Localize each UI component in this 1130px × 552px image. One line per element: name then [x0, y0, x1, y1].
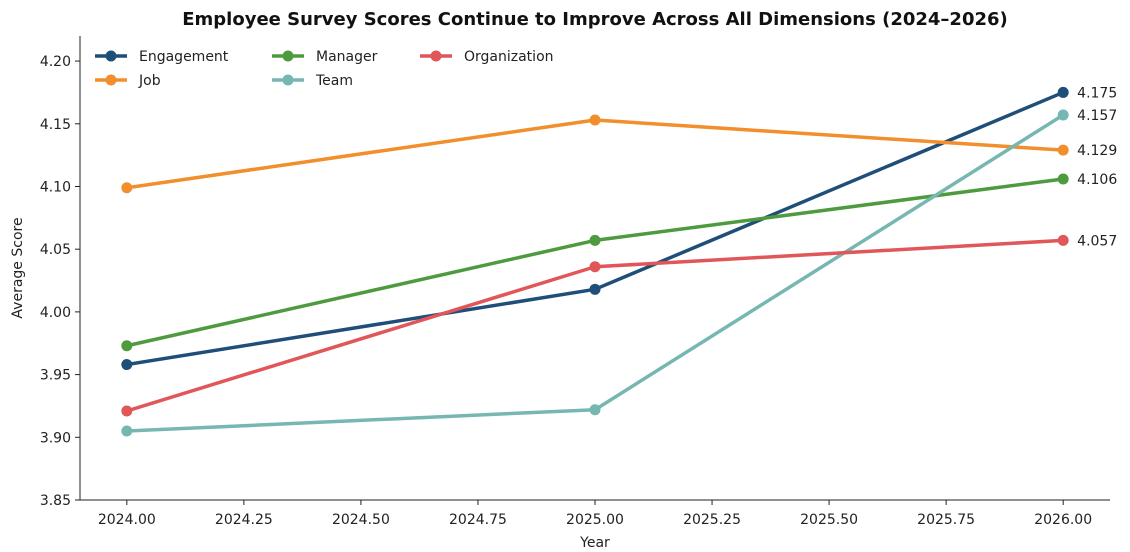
- series-layer: [121, 86, 1069, 437]
- series-job: [121, 114, 1069, 194]
- y-axis-title: Average Score: [10, 217, 26, 318]
- x-tick-label: 2025.25: [683, 512, 741, 528]
- end-value-label: 4.106: [1077, 172, 1117, 188]
- series-engagement: [121, 86, 1069, 371]
- legend-item-organization: Organization: [420, 49, 554, 65]
- legend-label: Job: [138, 73, 161, 89]
- end-labels: 4.175 4.157 4.129 4.106 4.057: [1077, 85, 1117, 249]
- end-value-label: 4.057: [1077, 233, 1117, 249]
- y-tick-label: 4.20: [40, 54, 71, 70]
- data-point: [1057, 109, 1069, 121]
- y-tick-label: 4.05: [40, 242, 71, 258]
- series-line: [126, 113, 1065, 433]
- end-value-label: 4.175: [1077, 85, 1117, 101]
- series-manager: [121, 173, 1069, 352]
- data-point: [589, 114, 601, 126]
- x-tick-label: 2024.25: [215, 512, 273, 528]
- legend-swatch-marker: [105, 74, 117, 86]
- legend-label: Manager: [316, 49, 378, 65]
- y-tick-label: 3.85: [40, 493, 71, 509]
- y-tick-label: 4.15: [40, 117, 71, 133]
- series-line: [126, 118, 1064, 190]
- data-point: [1057, 173, 1069, 185]
- legend: Engagement Manager Organization Job Team: [95, 49, 554, 89]
- legend-label: Engagement: [139, 49, 229, 65]
- series-organization: [121, 234, 1069, 417]
- series-team: [121, 109, 1069, 437]
- data-point: [121, 405, 133, 417]
- legend-item-manager: Manager: [272, 49, 378, 65]
- legend-item-team: Team: [272, 73, 353, 89]
- end-value-label: 4.129: [1077, 143, 1117, 159]
- legend-swatch-marker: [430, 50, 442, 62]
- end-value-label: 4.157: [1077, 108, 1117, 124]
- legend-label: Team: [315, 73, 353, 89]
- legend-label: Organization: [464, 49, 554, 65]
- x-tick-label: 2025.75: [917, 512, 975, 528]
- chart-title: Employee Survey Scores Continue to Impro…: [182, 9, 1008, 30]
- legend-item-engagement: Engagement: [95, 49, 229, 65]
- data-point: [589, 234, 601, 246]
- y-tick-label: 3.90: [40, 430, 71, 446]
- x-tick-label: 2024.00: [98, 512, 156, 528]
- data-point: [121, 340, 133, 352]
- legend-swatch-marker: [105, 50, 117, 62]
- y-tick-label: 4.00: [40, 305, 71, 321]
- data-point: [589, 283, 601, 295]
- x-tick-label: 2024.75: [449, 512, 507, 528]
- legend-swatch-marker: [282, 74, 294, 86]
- data-point: [589, 404, 601, 416]
- data-point: [121, 425, 133, 437]
- x-tick-label: 2026.00: [1034, 512, 1092, 528]
- y-tick-label: 3.95: [40, 368, 71, 384]
- axes: 3.85 3.90 3.95 4.00 4.05 4.10 4.15 4.20 2024.00 2…: [10, 36, 1110, 551]
- x-tick-label: 2024.50: [332, 512, 390, 528]
- y-tick-label: 4.10: [40, 179, 71, 195]
- data-point: [121, 182, 133, 194]
- legend-item-job: Job: [95, 73, 161, 89]
- legend-swatch-marker: [282, 50, 294, 62]
- data-point: [1057, 234, 1069, 246]
- series-line: [126, 90, 1064, 367]
- x-tick-label: 2025.50: [800, 512, 858, 528]
- data-point: [589, 261, 601, 273]
- data-point: [1057, 86, 1069, 98]
- x-tick-label: 2025.00: [566, 512, 624, 528]
- x-axis-title: Year: [579, 535, 610, 551]
- data-point: [121, 359, 133, 371]
- data-point: [1057, 144, 1069, 156]
